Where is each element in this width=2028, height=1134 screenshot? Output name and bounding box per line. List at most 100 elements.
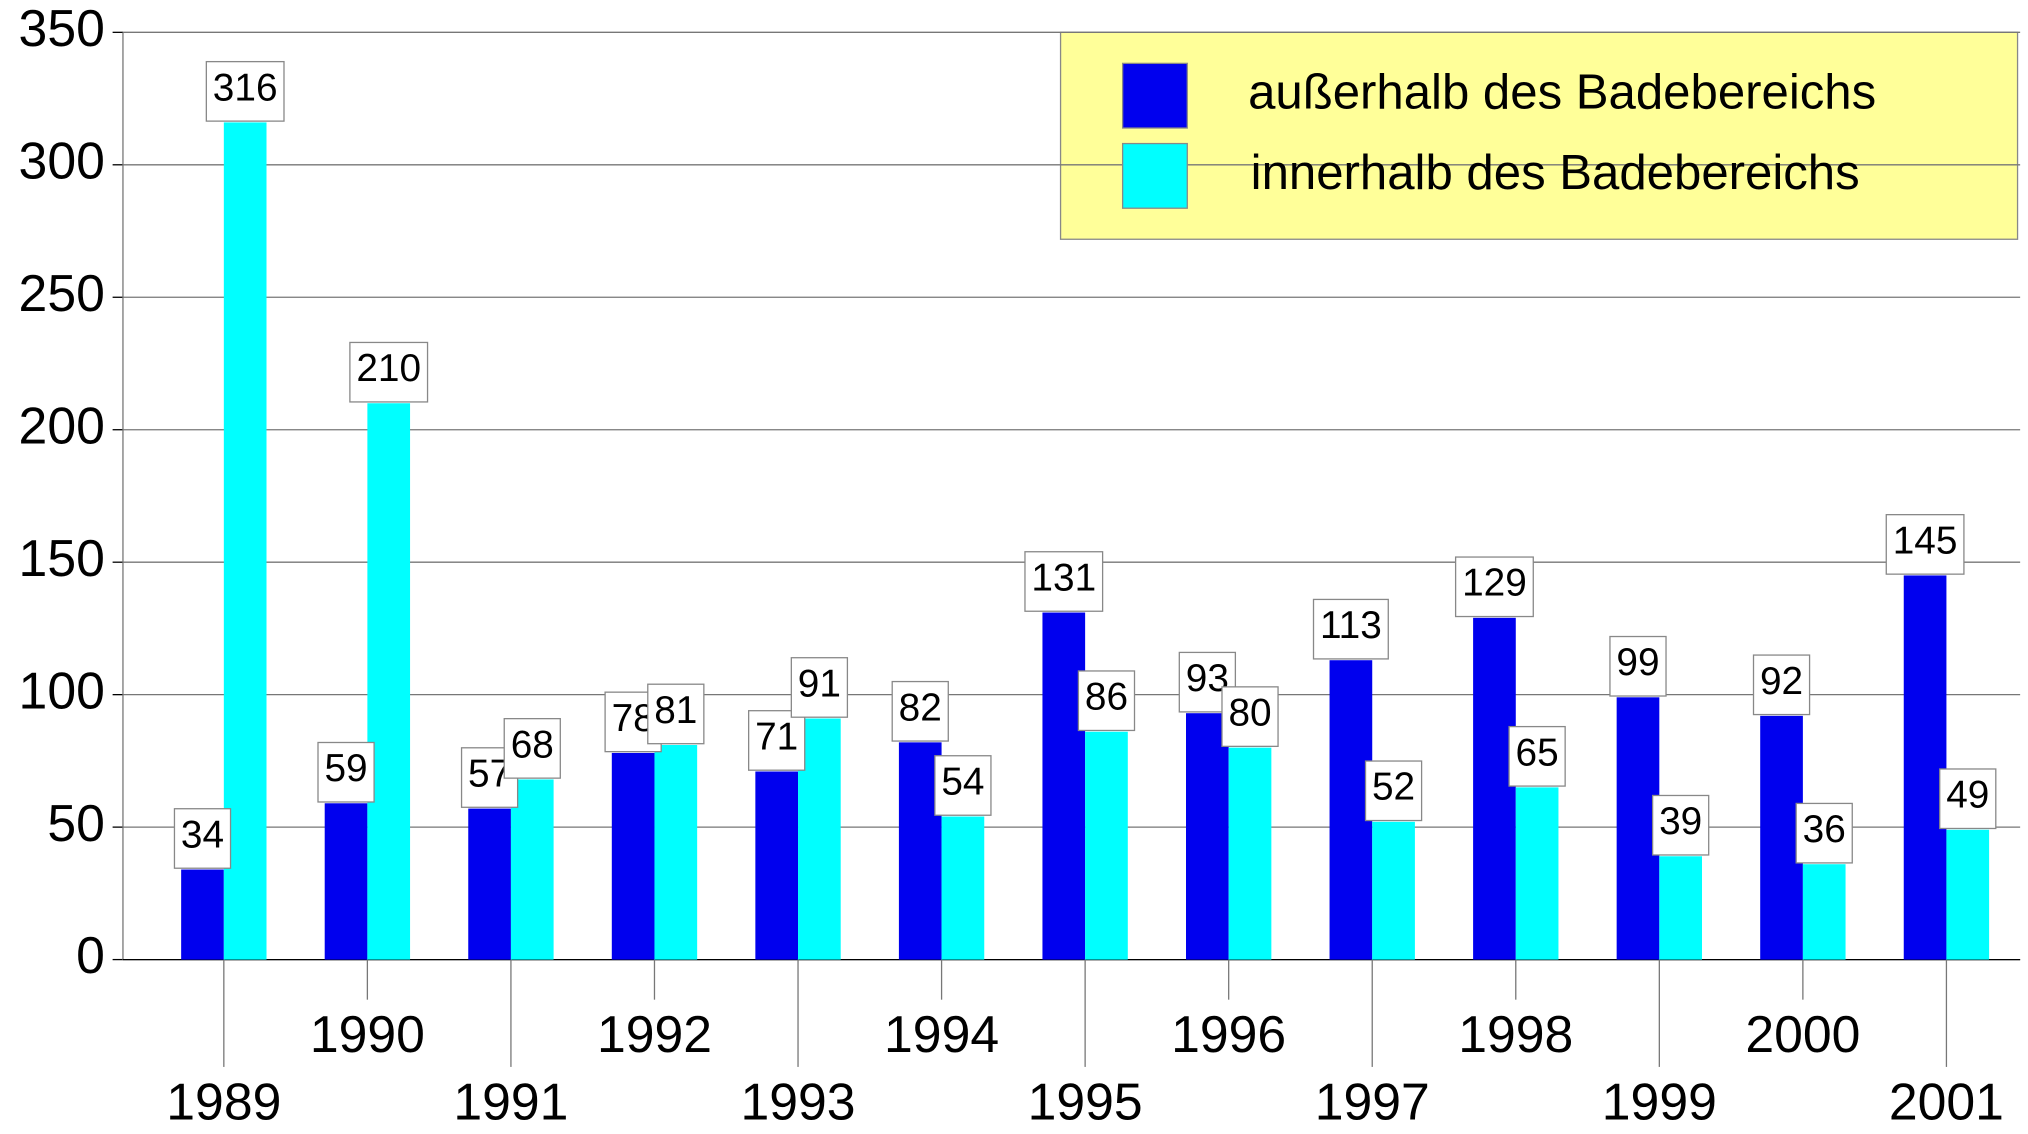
x-tick-label: 1991 [453,1072,568,1129]
bar [1659,856,1703,960]
value-label: 65 [1516,731,1559,774]
value-label: 39 [1651,794,1710,856]
value-label: 54 [934,755,992,816]
value-label-box [173,808,232,869]
value-label: 91 [798,662,841,705]
value-label: 86 [1085,676,1128,719]
value-label-box [1221,686,1279,747]
legend-box [1059,31,2019,240]
value-label: 129 [1454,556,1534,618]
bar [1473,617,1516,960]
value-label-box [647,683,705,745]
value-label-box [790,657,849,718]
x-tick-label: 1997 [1315,1072,1430,1129]
y-tick-label: 350 [19,0,105,57]
bar [654,744,698,960]
value-label-box [1024,551,1104,612]
value-label-box [1312,598,1389,660]
x-tick-label: 1999 [1602,1072,1717,1129]
value-label: 82 [891,680,949,742]
value-label: 82 [899,686,942,729]
value-label-box [1795,802,1853,864]
legend-label: innerhalb des Badebereichs [1251,146,1860,200]
y-tick-label: 100 [19,661,105,719]
value-label: 210 [349,341,429,403]
bar [181,869,224,960]
value-label-box [1752,654,1811,716]
value-label: 49 [1946,774,1989,817]
value-label-box [748,710,806,771]
value-label: 71 [748,710,806,771]
x-tick-label: 2000 [1745,1005,1860,1063]
value-label-box [1939,768,1997,830]
bar [468,808,511,960]
value-label: 99 [1609,635,1667,697]
value-label: 39 [1659,800,1702,843]
value-label-box [934,755,992,816]
value-label: 210 [356,347,421,390]
value-label-box [1364,760,1423,822]
bar [1903,575,1947,960]
value-label: 145 [1885,514,1965,575]
x-tick-label: 1994 [884,1005,999,1063]
legend-label: außerhalb des Badebereichs [1248,66,1876,120]
x-tick-label: 1998 [1458,1005,1573,1063]
value-label: 68 [511,723,554,766]
value-label: 52 [1372,766,1415,809]
value-label: 59 [324,747,367,790]
value-label: 131 [1031,556,1096,599]
bar [1515,787,1559,960]
value-label-box [1077,670,1136,732]
x-tick-label: 1996 [1171,1005,1286,1063]
value-label: 92 [1752,654,1811,716]
value-label: 34 [181,813,224,856]
value-label: 80 [1221,686,1279,747]
value-label: 71 [755,715,798,758]
value-label: 316 [205,60,285,122]
value-label: 65 [1508,725,1566,787]
value-label-box [1508,725,1566,787]
value-label: 92 [1760,660,1803,703]
value-label-box [891,680,949,742]
value-label: 99 [1616,641,1659,684]
bar [941,816,985,960]
value-label: 52 [1364,760,1423,822]
bar [1372,821,1415,960]
value-label: 316 [213,66,278,109]
value-label-box [1609,635,1667,697]
legend-swatch [1121,62,1188,129]
x-tick-label: 2001 [1889,1072,2004,1129]
y-tick-label: 150 [19,529,105,587]
y-tick-label: 0 [76,926,105,984]
bar [1228,747,1272,960]
bar [611,752,655,960]
y-tick-label: 200 [19,396,105,454]
value-label: 34 [173,808,232,869]
bar [1946,829,1990,960]
value-label: 49 [1939,768,1997,830]
value-label: 80 [1228,692,1271,735]
bar [1802,864,1846,960]
value-label: 131 [1024,551,1104,612]
value-label: 129 [1462,562,1527,605]
y-tick-label: 50 [47,794,105,852]
x-tick-label: 1992 [597,1005,712,1063]
value-label: 36 [1795,802,1853,864]
value-label: 81 [647,683,705,745]
bar [324,803,368,960]
x-tick-label: 1990 [310,1005,425,1063]
value-label-box [317,741,375,803]
value-label-box [1885,514,1965,575]
value-label: 81 [654,689,697,732]
legend-swatch [1121,142,1188,209]
value-label: 145 [1893,519,1958,562]
value-label: 54 [941,760,984,803]
x-tick-label: 1989 [166,1072,281,1129]
x-tick-label: 1995 [1028,1072,1143,1129]
value-label-box [1651,794,1710,856]
value-label-box [349,341,429,403]
bar [1042,612,1086,960]
x-tick-label: 1993 [740,1072,855,1129]
y-tick-label: 300 [19,131,105,189]
